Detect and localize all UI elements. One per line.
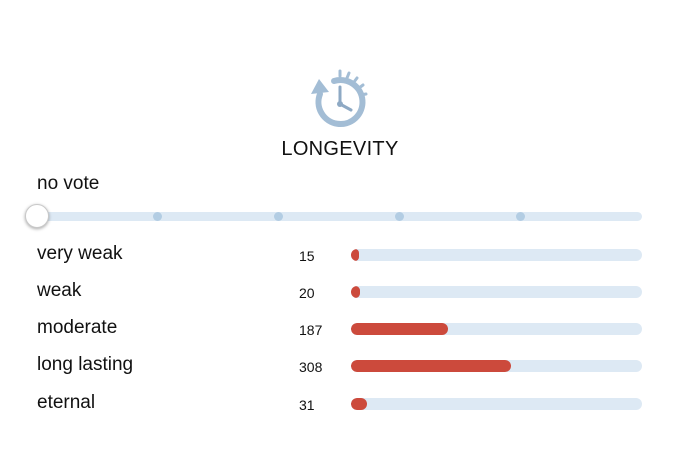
slider-track[interactable] (37, 212, 642, 221)
option-label: weak (37, 280, 82, 301)
option-row-eternal: eternal 31 (37, 391, 643, 417)
clock-refresh-icon (311, 69, 368, 128)
slider-tick[interactable] (516, 212, 525, 221)
slider-thumb[interactable] (25, 204, 49, 228)
option-label: eternal (37, 392, 96, 413)
option-bar (351, 398, 642, 410)
slider-tick[interactable] (274, 212, 283, 221)
option-count: 187 (299, 322, 323, 338)
option-bar-fill (351, 249, 359, 261)
option-bar (351, 360, 642, 372)
option-count: 20 (299, 285, 315, 301)
clipped-text-fragment (36, 0, 62, 3)
option-row-long-lasting: long lasting 308 (37, 353, 643, 379)
option-bar (351, 286, 642, 298)
section-title: LONGEVITY (281, 138, 399, 160)
option-bar (351, 249, 642, 261)
option-row-very-weak: very weak 15 (37, 242, 643, 268)
section-header: LONGEVITY (0, 68, 680, 161)
slider-tick[interactable] (153, 212, 162, 221)
current-vote-label: no vote (37, 173, 100, 194)
option-row-weak: weak 20 (37, 279, 643, 305)
option-count: 308 (299, 359, 323, 375)
option-bar-fill (351, 323, 449, 335)
option-label: very weak (37, 243, 123, 264)
option-count: 15 (299, 248, 315, 264)
option-bar (351, 323, 642, 335)
vote-slider[interactable] (25, 204, 642, 228)
option-count: 31 (299, 397, 315, 413)
option-row-moderate: moderate 187 (37, 316, 643, 342)
slider-tick[interactable] (395, 212, 404, 221)
option-label: moderate (37, 317, 118, 338)
option-bar-fill (351, 398, 367, 410)
option-bar-fill (351, 360, 512, 372)
option-label: long lasting (37, 354, 134, 375)
option-bar-fill (351, 286, 361, 298)
